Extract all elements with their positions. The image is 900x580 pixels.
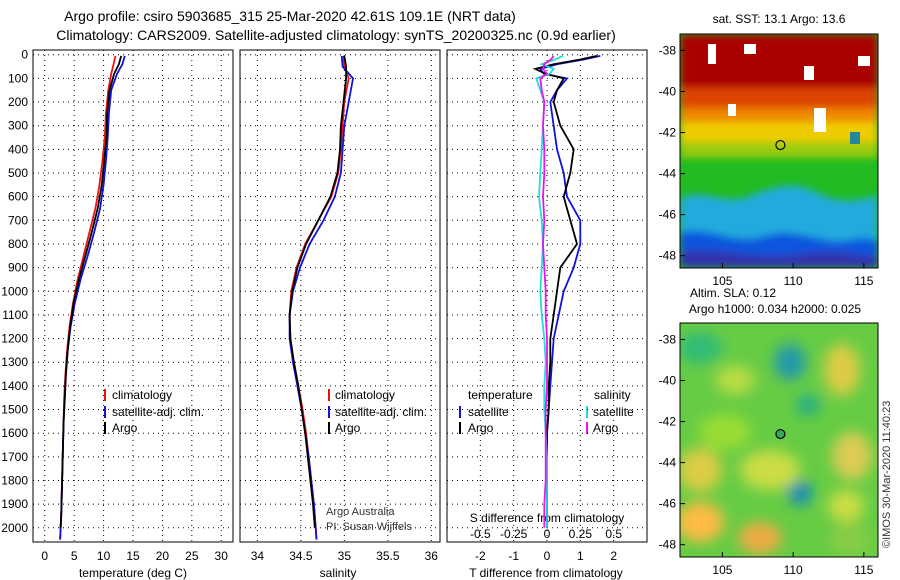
chart-marks: 0100200300400500600700800900100011001200… — [1, 43, 873, 577]
credit-pi: PI: Susan Wijffels — [326, 521, 412, 533]
depth-tick-label: 700 — [8, 213, 28, 227]
difference-line-s-argo — [539, 55, 555, 528]
x-tick-label: 30 — [215, 549, 229, 563]
legend-satellite-adj: satellite-adj. clim. — [335, 405, 427, 419]
map-lat-label: -46 — [659, 497, 677, 511]
map-lat-label: -40 — [659, 84, 677, 98]
s-diff-tick-label: 0.5 — [605, 527, 622, 541]
temperature-legend: climatology satellite-adj. clim. Argo — [104, 388, 204, 435]
argo-float-marker — [775, 428, 786, 440]
legend-s-satellite: satellite — [593, 405, 634, 419]
map-lon-label: 115 — [854, 274, 873, 288]
depth-tick-label: 1300 — [1, 355, 28, 369]
s-diff-tick-label: 0.25 — [569, 527, 593, 541]
temperature-xlabel: temperature (deg C) — [79, 566, 187, 580]
map-lat-label: -46 — [659, 208, 677, 222]
depth-tick-label: 1700 — [1, 450, 28, 464]
depth-tick-label: 100 — [8, 71, 28, 85]
s-diff-tick-label: -0.25 — [500, 527, 528, 541]
x-tick-label: -2 — [475, 549, 486, 563]
sla-field — [680, 323, 878, 557]
depth-tick-label: 1600 — [1, 426, 28, 440]
sst-field — [680, 34, 878, 268]
x-tick-label: 25 — [185, 549, 199, 563]
x-tick-label: 34.5 — [289, 549, 313, 563]
map-lon-label: 105 — [712, 563, 732, 577]
x-tick-label: 20 — [156, 549, 170, 563]
difference-legend: temperature salinity satellite Argo sate… — [459, 388, 634, 435]
legend-t-satellite: satellite — [468, 405, 509, 419]
map-lon-label: 115 — [854, 563, 873, 577]
sla-map-title: Altim. SLA: 0.12 — [690, 286, 776, 300]
x-tick-label: 5 — [71, 549, 78, 563]
x-tick-label: 34 — [251, 549, 265, 563]
legend-t-argo: Argo — [468, 421, 494, 435]
map-lat-label: -48 — [659, 249, 677, 263]
figure-title-line2: Climatology: CARS2009. Satellite-adjuste… — [56, 27, 616, 43]
map-lat-label: -42 — [659, 126, 677, 140]
depth-tick-label: 1200 — [1, 332, 28, 346]
legend-satellite-adj: satellite-adj. clim. — [112, 405, 204, 419]
map-lon-label: 105 — [712, 274, 732, 288]
salinity-legend: climatology satellite-adj. clim. Argo — [328, 388, 427, 435]
legend-s-argo: Argo — [593, 421, 619, 435]
depth-tick-label: 900 — [8, 261, 28, 275]
x-tick-label: 35.5 — [376, 549, 400, 563]
depth-tick-label: 500 — [8, 166, 28, 180]
depth-tick-label: 200 — [8, 95, 28, 109]
map-lat-label: -44 — [659, 167, 677, 181]
sla-map: Altim. SLA: 0.12 Argo h1000: 0.034 h2000… — [679, 286, 879, 558]
x-tick-label: 36 — [425, 549, 439, 563]
map-lat-label: -44 — [659, 456, 677, 470]
difference-xlabel: T difference from climatology — [469, 566, 623, 580]
depth-tick-label: 0 — [21, 48, 28, 62]
x-tick-label: 15 — [126, 549, 140, 563]
x-tick-label: -1 — [508, 549, 519, 563]
depth-tick-label: 1500 — [1, 403, 28, 417]
map-lat-label: -48 — [659, 538, 677, 552]
map-lat-label: -38 — [659, 332, 677, 346]
sst-map-title: sat. SST: 13.1 Argo: 13.6 — [713, 12, 846, 26]
salinity-line-argo — [288, 55, 348, 528]
legend-argo: Argo — [112, 421, 138, 435]
legend-salinity-title: salinity — [594, 388, 631, 402]
legend-temperature-title: temperature — [468, 388, 533, 402]
depth-tick-label: 600 — [8, 190, 28, 204]
depth-tick-label: 1100 — [2, 308, 28, 322]
depth-tick-label: 1400 — [1, 379, 28, 393]
depth-tick-label: 400 — [8, 142, 28, 156]
x-tick-label: 2 — [610, 549, 617, 563]
map-lon-label: 110 — [784, 563, 803, 577]
sst-map: sat. SST: 13.1 Argo: 13.6 — [679, 12, 879, 269]
map-lon-label: 110 — [784, 274, 803, 288]
depth-tick-label: 1000 — [1, 284, 28, 298]
s-diff-tick-label: 0 — [544, 527, 551, 541]
s-diff-tick-label: -0.5 — [470, 527, 491, 541]
salinity-xlabel: salinity — [320, 566, 357, 580]
legend-argo: Argo — [335, 421, 361, 435]
depth-tick-label: 300 — [8, 119, 28, 133]
temperature-line-argo — [59, 55, 123, 528]
x-tick-label: 0 — [41, 549, 48, 563]
depth-tick-label: 2000 — [1, 521, 28, 535]
figure-title-line1: Argo profile: csiro 5903685_315 25-Mar-2… — [64, 8, 516, 24]
depth-tick-label: 1800 — [1, 474, 28, 488]
argo-float-marker — [775, 139, 786, 151]
legend-climatology: climatology — [335, 388, 395, 402]
map-lat-label: -42 — [659, 415, 677, 429]
depth-tick-label: 800 — [8, 237, 28, 251]
imos-stamp: ©IMOS 30-Mar-2020 11:40:23 — [881, 401, 893, 548]
x-tick-label: 1 — [577, 549, 584, 563]
legend-climatology: climatology — [112, 388, 172, 402]
map-lat-label: -40 — [659, 373, 677, 387]
depth-tick-label: 1900 — [1, 497, 28, 511]
x-tick-label: 35 — [338, 549, 352, 563]
credit-owner: Argo Australia — [326, 506, 395, 518]
sla-map-subtitle: Argo h1000: 0.034 h2000: 0.025 — [689, 302, 861, 316]
map-lat-label: -38 — [659, 43, 677, 57]
x-tick-label: 10 — [97, 549, 111, 563]
x-tick-label: 0 — [544, 549, 551, 563]
